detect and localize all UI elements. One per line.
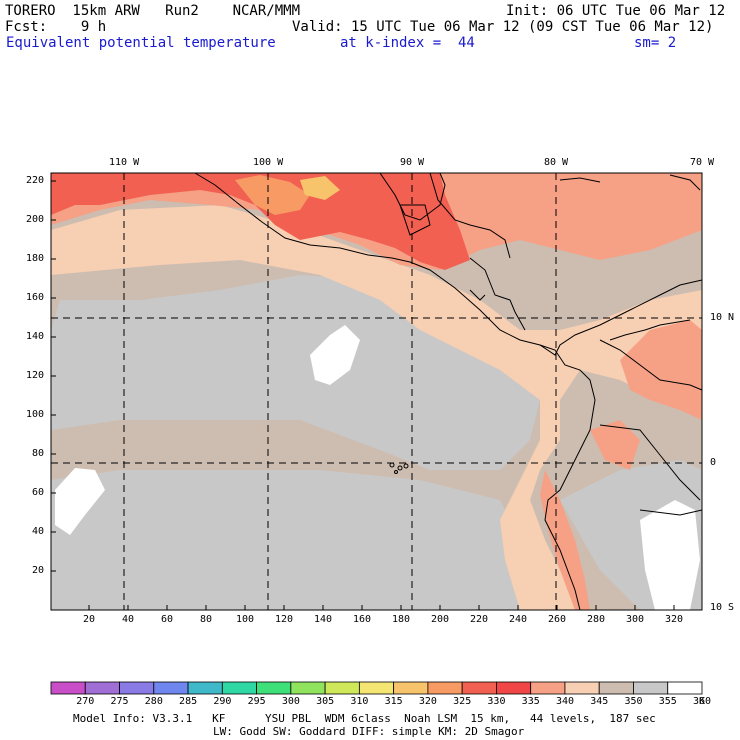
level-index: at k-index = 44: [340, 35, 475, 51]
forecast-hour: Fcst: 9 h: [5, 19, 107, 35]
grid-tick-label: 220: [26, 175, 45, 186]
colorbar-swatch: [119, 681, 155, 695]
lon-label: 70 W: [690, 157, 715, 168]
colorbar-label: 300: [281, 696, 300, 707]
colorbar-label: 355: [658, 696, 677, 707]
colorbar-label: 325: [453, 696, 472, 707]
smoothing-value: sm= 2: [634, 35, 677, 51]
colorbar-label: 360: [693, 696, 712, 707]
colorbar-label: 330: [487, 696, 506, 707]
colorbar-label: 305: [316, 696, 335, 707]
lon-label: 100 W: [253, 157, 284, 168]
grid-tick-label: 140: [26, 331, 45, 342]
field-name: Equivalent potential temperature: [6, 35, 276, 51]
grid-tick-label: 260: [548, 614, 567, 625]
graticule: [51, 173, 702, 610]
lat-label: 10 S: [710, 602, 735, 613]
colorbar-swatch: [187, 681, 223, 695]
grid-tick-label: 80: [32, 448, 45, 459]
colorbar-swatch: [358, 681, 395, 695]
grid-tick-label: 160: [26, 292, 45, 303]
model-run-title: TORERO 15km ARW Run2 NCAR/MMM: [5, 3, 301, 19]
colorbar-swatch: [50, 681, 86, 695]
grid-tick-label: 160: [353, 614, 372, 625]
colorbar-swatch: [667, 681, 703, 695]
colorbar-swatch: [393, 681, 429, 695]
model-physics: LW: Godd SW: Goddard DIFF: simple KM: 2D…: [213, 725, 525, 738]
colorbar-swatch: [461, 681, 497, 695]
grid-tick-label: 100: [26, 409, 45, 420]
grid-tick-label: 120: [26, 370, 45, 381]
lon-label: 80 W: [544, 157, 569, 168]
colorbar-label: 280: [144, 696, 163, 707]
colorbar-label: 295: [247, 696, 266, 707]
grid-tick-label: 60: [161, 614, 174, 625]
valid-time: Valid: 15 UTC Tue 06 Mar 12 (09 CST Tue …: [292, 19, 714, 35]
colorbar-swatch: [153, 681, 189, 695]
grid-tick-label: 180: [26, 253, 45, 264]
colorbar-label: 270: [76, 696, 95, 707]
grid-tick-label: 220: [470, 614, 489, 625]
colorbar-label: 340: [555, 696, 574, 707]
colorbar-label: 345: [590, 696, 609, 707]
grid-tick-label: 80: [200, 614, 213, 625]
colorbar-swatch: [598, 681, 634, 695]
colorbar-swatch: [564, 681, 600, 695]
axis-ticks: [51, 180, 675, 610]
grid-tick-label: 40: [32, 526, 45, 537]
grid-tick-label: 20: [83, 614, 96, 625]
grid-tick-label: 320: [665, 614, 684, 625]
colorbar: [50, 681, 703, 695]
coastlines: [194, 172, 703, 611]
grid-tick-label: 240: [509, 614, 528, 625]
colorbar-label: 310: [350, 696, 369, 707]
colorbar-label: 285: [179, 696, 198, 707]
colorbar-label: 290: [213, 696, 232, 707]
grid-tick-label: 180: [392, 614, 411, 625]
colorbar-swatch: [221, 681, 257, 695]
grid-tick-label: 280: [587, 614, 606, 625]
model-info: Model Info: V3.3.1 KF YSU PBL WDM 6class…: [73, 712, 656, 725]
grid-tick-label: 300: [626, 614, 645, 625]
colorbar-unit: K: [699, 696, 706, 707]
init-time: Init: 06 UTC Tue 06 Mar 12: [506, 3, 726, 19]
grid-tick-label: 200: [431, 614, 450, 625]
colorbar-label: 275: [110, 696, 129, 707]
colorbar-label: 320: [418, 696, 437, 707]
colorbar-swatch: [256, 681, 292, 695]
colorbar-label: 350: [624, 696, 643, 707]
grid-tick-label: 140: [314, 614, 333, 625]
shaded-field: [51, 173, 702, 610]
lon-label: 110 W: [109, 157, 140, 168]
grid-tick-label: 120: [275, 614, 294, 625]
grid-tick-label: 20: [32, 565, 45, 576]
grid-tick-label: 100: [236, 614, 255, 625]
lat-label: 0: [710, 457, 717, 468]
grid-tick-label: 40: [122, 614, 135, 625]
grid-tick-label: 200: [26, 214, 45, 225]
grid-tick-label: 60: [32, 487, 45, 498]
colorbar-label: 315: [384, 696, 403, 707]
colorbar-swatch: [427, 681, 463, 695]
colorbar-swatch: [633, 681, 669, 695]
colorbar-swatch: [530, 681, 566, 695]
colorbar-swatch: [324, 681, 360, 695]
lon-label: 90 W: [400, 157, 425, 168]
colorbar-swatch: [290, 681, 326, 695]
colorbar-swatch: [496, 681, 532, 695]
lat-label: 10 N: [710, 312, 735, 323]
map-frame: [50, 172, 703, 611]
colorbar-label: 335: [521, 696, 540, 707]
colorbar-swatch: [84, 681, 120, 695]
